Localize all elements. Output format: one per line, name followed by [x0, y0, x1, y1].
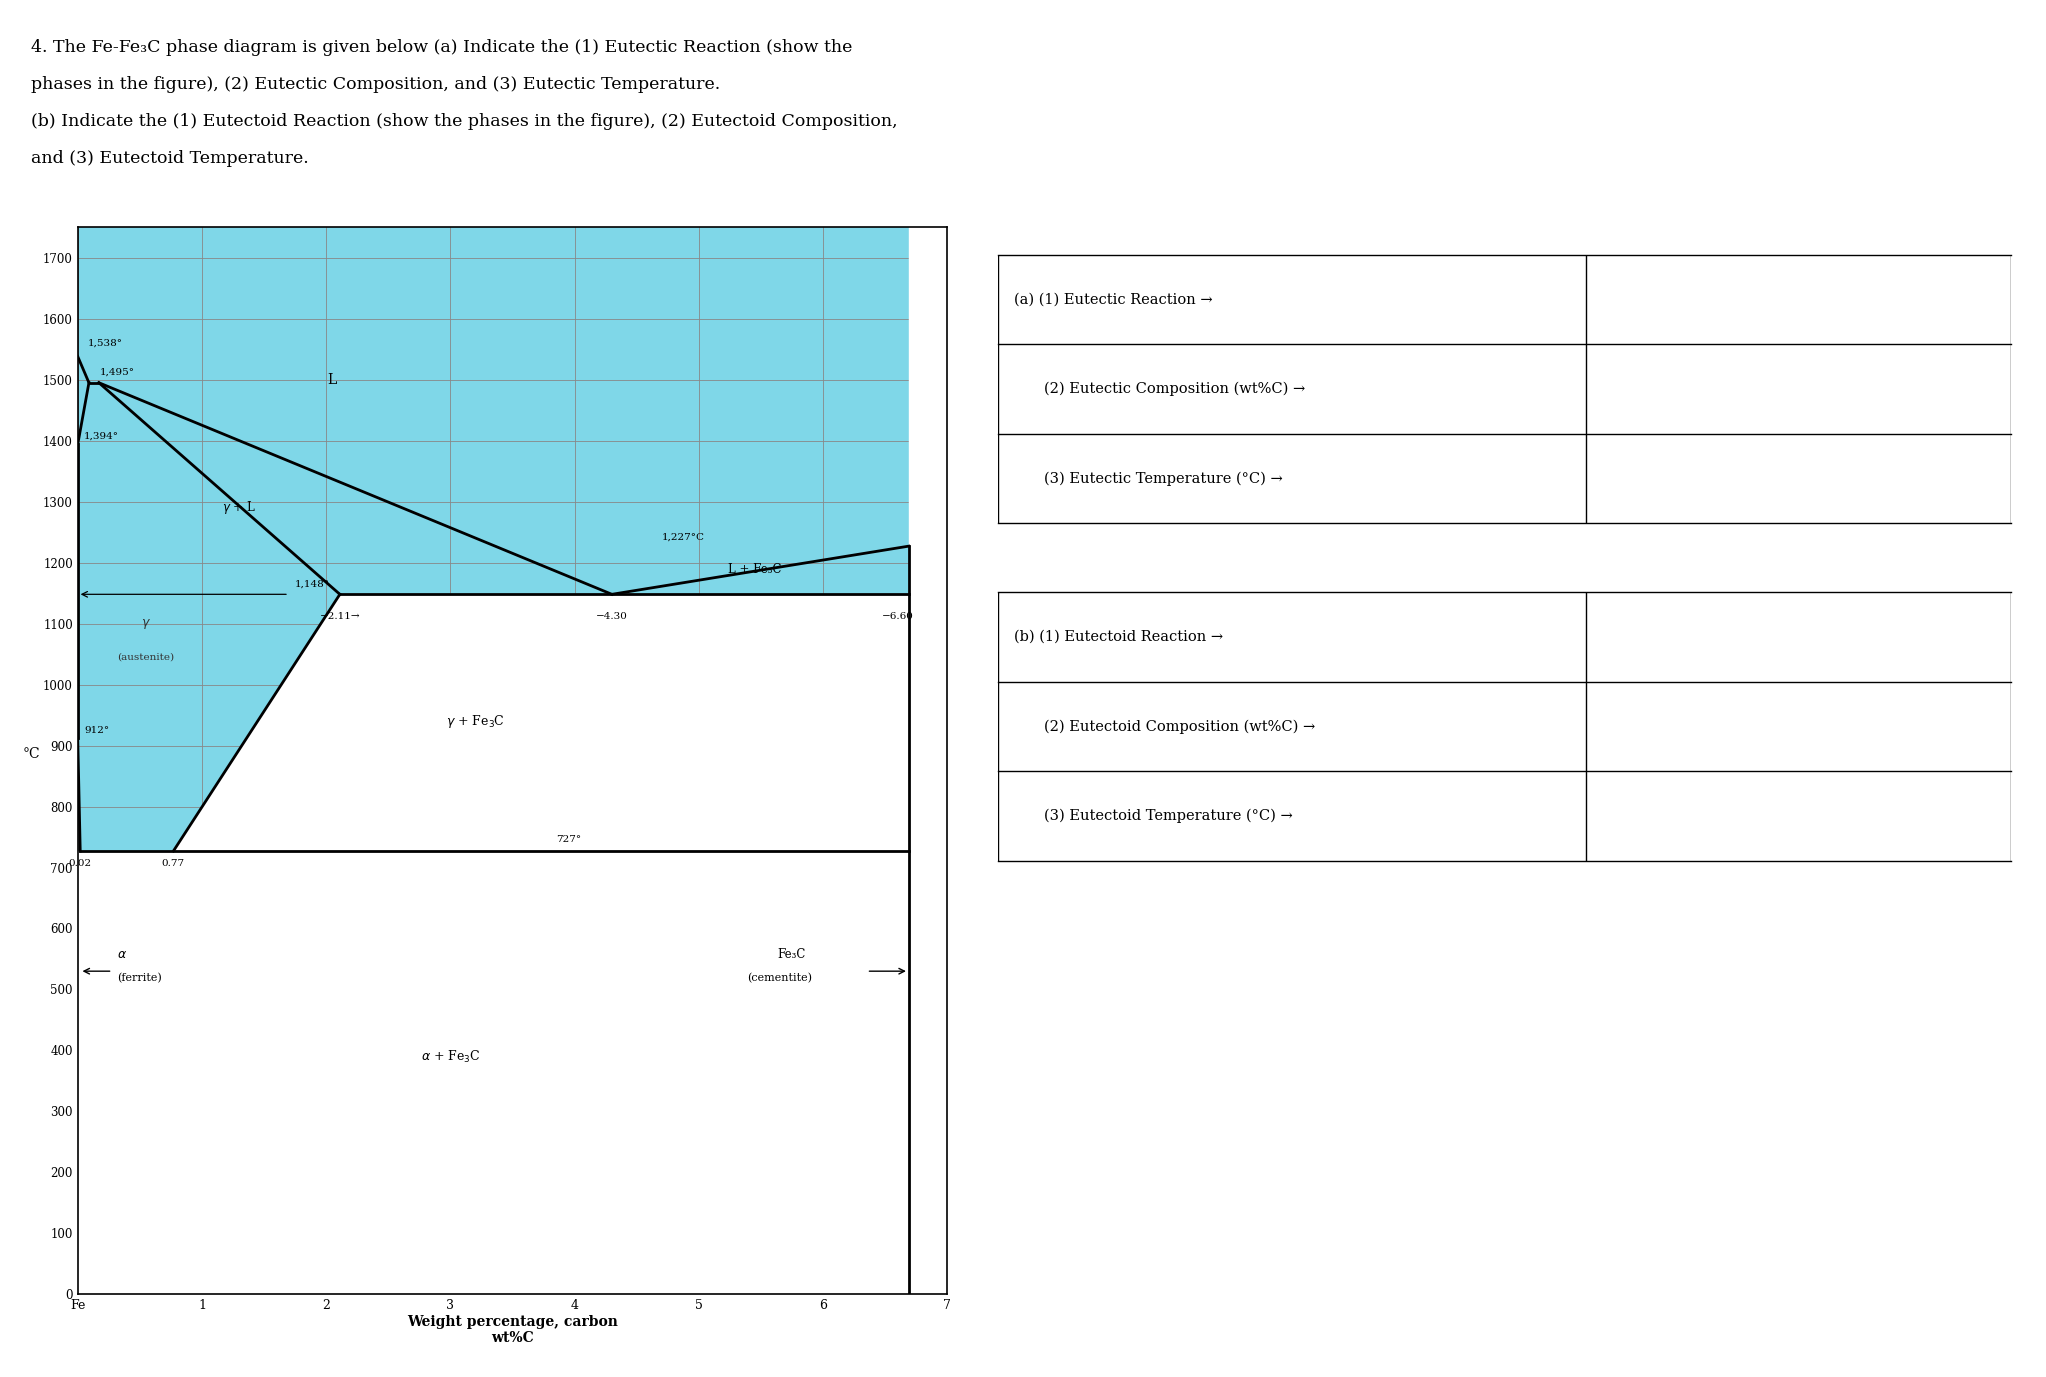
Text: −4.30: −4.30 — [595, 611, 628, 621]
Text: (3) Eutectoid Temperature (°C) →: (3) Eutectoid Temperature (°C) → — [1043, 808, 1293, 823]
Polygon shape — [78, 851, 908, 1294]
Text: $\alpha$: $\alpha$ — [117, 947, 127, 961]
Text: $\gamma$: $\gamma$ — [141, 617, 151, 631]
Text: 1,495°: 1,495° — [100, 368, 135, 377]
Text: (cementite): (cementite) — [747, 974, 812, 983]
Text: −2.11→: −2.11→ — [319, 611, 360, 621]
Y-axis label: °C: °C — [23, 746, 41, 760]
Text: 1,538°: 1,538° — [88, 339, 123, 348]
Polygon shape — [908, 227, 947, 547]
Text: (b) Indicate the (1) Eutectoid Reaction (show the phases in the figure), (2) Eut: (b) Indicate the (1) Eutectoid Reaction … — [31, 113, 898, 129]
Text: phases in the figure), (2) Eutectic Composition, and (3) Eutectic Temperature.: phases in the figure), (2) Eutectic Comp… — [31, 76, 720, 92]
Text: 4. The Fe-Fe₃C phase diagram is given below (a) Indicate the (1) Eutectic Reacti: 4. The Fe-Fe₃C phase diagram is given be… — [31, 39, 851, 55]
Polygon shape — [908, 547, 947, 1294]
Text: 1,148°: 1,148° — [295, 580, 329, 589]
Polygon shape — [174, 595, 908, 851]
Text: 0.77: 0.77 — [162, 859, 184, 868]
Text: 912°: 912° — [84, 726, 108, 735]
Text: (3) Eutectic Temperature (°C) →: (3) Eutectic Temperature (°C) → — [1043, 471, 1283, 486]
Text: and (3) Eutectoid Temperature.: and (3) Eutectoid Temperature. — [31, 150, 309, 167]
Text: L + Fe₃C: L + Fe₃C — [728, 563, 782, 577]
Text: (ferrite): (ferrite) — [117, 974, 162, 983]
Text: $\gamma$ + Fe$_3$C: $\gamma$ + Fe$_3$C — [446, 713, 505, 730]
Text: −6.60: −6.60 — [882, 611, 915, 621]
Text: $\gamma$ + L: $\gamma$ + L — [223, 500, 256, 516]
Text: (b) (1) Eutectoid Reaction →: (b) (1) Eutectoid Reaction → — [1013, 629, 1224, 644]
Text: Fe₃C: Fe₃C — [777, 947, 806, 961]
Text: (2) Eutectic Composition (wt%C) →: (2) Eutectic Composition (wt%C) → — [1043, 381, 1305, 397]
Text: 0.02: 0.02 — [70, 859, 92, 868]
Text: (a) (1) Eutectic Reaction →: (a) (1) Eutectic Reaction → — [1013, 292, 1213, 307]
Text: (2) Eutectoid Composition (wt%C) →: (2) Eutectoid Composition (wt%C) → — [1043, 719, 1316, 734]
Text: 727°: 727° — [557, 834, 581, 844]
Text: $\alpha$ + Fe$_3$C: $\alpha$ + Fe$_3$C — [421, 1048, 481, 1064]
Polygon shape — [78, 851, 908, 1294]
X-axis label: Weight percentage, carbon
wt%C: Weight percentage, carbon wt%C — [407, 1315, 618, 1345]
Text: 1,227°C: 1,227°C — [661, 533, 704, 541]
Text: L: L — [327, 373, 338, 387]
Text: (austenite): (austenite) — [117, 653, 174, 661]
Text: 1,394°: 1,394° — [84, 431, 119, 441]
